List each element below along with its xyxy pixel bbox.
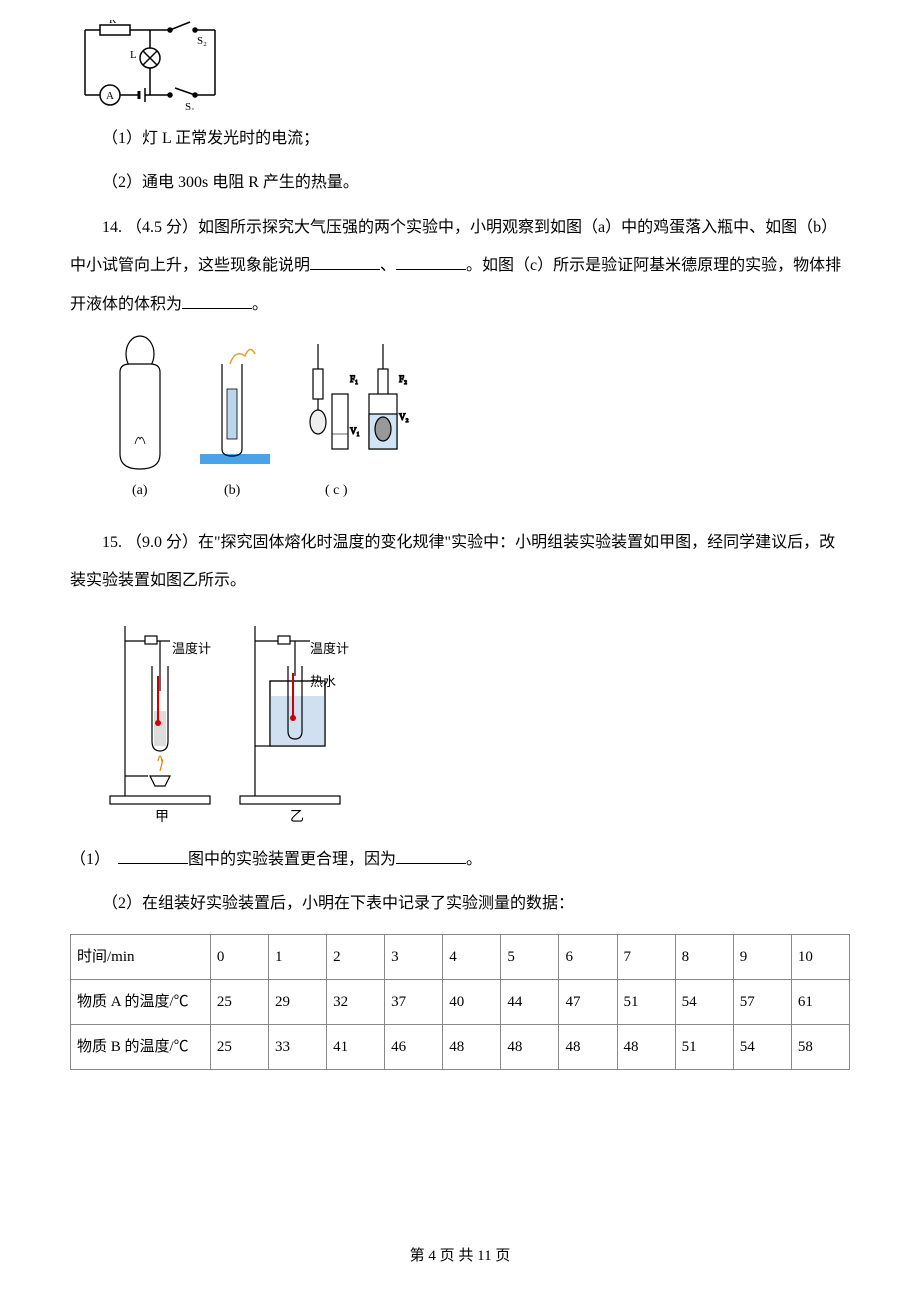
- table-header: 物质 B 的温度/℃: [71, 1024, 211, 1069]
- q14-text: 14. （4.5 分）如图所示探究大气压强的两个实验中，小明观察到如图（a）中的…: [70, 209, 850, 324]
- blank: [118, 846, 188, 864]
- q15-part1: （1） 图中的实验装置更合理，因为 。: [70, 841, 850, 879]
- table-cell: 46: [385, 1024, 443, 1069]
- q14-points: （4.5 分）: [126, 219, 198, 236]
- table-cell: 7: [617, 934, 675, 979]
- q14-tail: 。: [252, 296, 268, 313]
- table-cell: 1: [268, 934, 326, 979]
- label-thermo-2: 温度计: [310, 641, 349, 656]
- label-b: (b): [224, 483, 241, 498]
- table-cell: 48: [501, 1024, 559, 1069]
- footer-mid: 页 共: [436, 1248, 477, 1264]
- table-cell: 48: [443, 1024, 501, 1069]
- footer-prefix: 第: [410, 1248, 429, 1264]
- table-cell: 32: [327, 979, 385, 1024]
- table-cell: 8: [675, 934, 733, 979]
- blank: [396, 253, 466, 271]
- label-s1: S₁: [185, 101, 195, 110]
- table-cell: 54: [733, 1024, 791, 1069]
- table-cell: 33: [268, 1024, 326, 1069]
- table-cell: 57: [733, 979, 791, 1024]
- q13-part2: （2）通电 300s 电阻 R 产生的热量。: [70, 164, 850, 202]
- table-cell: 10: [791, 934, 849, 979]
- table-cell: 61: [791, 979, 849, 1024]
- table-cell: 4: [443, 934, 501, 979]
- table-header: 物质 A 的温度/℃: [71, 979, 211, 1024]
- q15-points: （9.0 分）: [126, 534, 198, 551]
- table-cell: 54: [675, 979, 733, 1024]
- label-a: (a): [132, 483, 148, 498]
- table-cell: 51: [617, 979, 675, 1024]
- q15-p1-mid: 图中的实验装置更合理，因为: [188, 851, 396, 868]
- table-cell: 47: [559, 979, 617, 1024]
- table-cell: 51: [675, 1024, 733, 1069]
- q15-figure: 温度计 温度计 热水 甲 乙: [100, 611, 360, 831]
- table-cell: 40: [443, 979, 501, 1024]
- label-c: ( c ): [325, 483, 348, 498]
- table-row: 物质 A 的温度/℃ 25 29 32 37 40 44 47 51 54 57…: [71, 979, 850, 1024]
- table-cell: 44: [501, 979, 559, 1024]
- q14-sep: 、: [380, 257, 396, 274]
- svg-text:V₂: V₂: [399, 412, 409, 422]
- table-cell: 25: [210, 979, 268, 1024]
- svg-text:F₂: F₂: [399, 374, 407, 384]
- label-hotwater: 热水: [310, 674, 336, 689]
- table-cell: 48: [617, 1024, 675, 1069]
- table-cell: 29: [268, 979, 326, 1024]
- table-cell: 25: [210, 1024, 268, 1069]
- q13-part1: （1）灯 L 正常发光时的电流；: [70, 120, 850, 158]
- svg-text:F₁: F₁: [350, 374, 358, 384]
- svg-text:V₁: V₁: [350, 426, 360, 436]
- q15-num: 15.: [102, 534, 122, 551]
- blank: [182, 291, 252, 309]
- circuit-diagram: R S₂ L A S₁: [75, 20, 225, 110]
- table-cell: 3: [385, 934, 443, 979]
- table-cell: 41: [327, 1024, 385, 1069]
- q14-num: 14.: [102, 219, 122, 236]
- q15-part2: （2）在组装好实验装置后，小明在下表中记录了实验测量的数据：: [70, 885, 850, 923]
- table-cell: 58: [791, 1024, 849, 1069]
- table-header: 时间/min: [71, 934, 211, 979]
- table-row: 物质 B 的温度/℃ 25 33 41 46 48 48 48 48 51 54…: [71, 1024, 850, 1069]
- label-a: A: [106, 90, 114, 102]
- table-cell: 0: [210, 934, 268, 979]
- table-cell: 48: [559, 1024, 617, 1069]
- label-r: R: [109, 20, 117, 26]
- footer-total: 11: [477, 1248, 491, 1264]
- page-footer: 第 4 页 共 11 页: [0, 1238, 920, 1274]
- label-jia: 甲: [155, 810, 169, 825]
- q15-p1-tail: 。: [466, 851, 482, 868]
- blank: [396, 846, 466, 864]
- blank: [310, 253, 380, 271]
- q15-p1-pre: （1）: [70, 851, 118, 868]
- label-l: L: [130, 49, 137, 61]
- q15-text: 15. （9.0 分）在"探究固体熔化时温度的变化规律"实验中：小明组装实验装置…: [70, 524, 850, 601]
- label-yi: 乙: [290, 809, 304, 825]
- table-cell: 9: [733, 934, 791, 979]
- label-thermo-1: 温度计: [172, 641, 211, 656]
- table-row: 时间/min 0 1 2 3 4 5 6 7 8 9 10: [71, 934, 850, 979]
- table-cell: 5: [501, 934, 559, 979]
- data-table: 时间/min 0 1 2 3 4 5 6 7 8 9 10 物质 A 的温度/℃…: [70, 934, 850, 1070]
- table-cell: 6: [559, 934, 617, 979]
- footer-page: 4: [428, 1248, 436, 1264]
- footer-suffix: 页: [492, 1248, 511, 1264]
- label-s2: S₂: [197, 35, 207, 47]
- table-cell: 2: [327, 934, 385, 979]
- q14-figure: F₁ V₁ F₂ V₂ (a) (b) ( c ): [100, 334, 420, 514]
- table-cell: 37: [385, 979, 443, 1024]
